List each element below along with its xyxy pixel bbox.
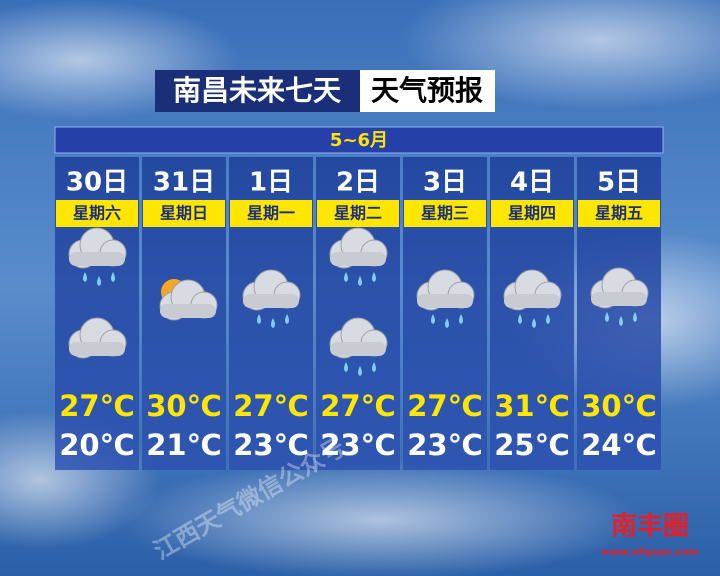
raindrop bbox=[619, 316, 623, 326]
raindrop bbox=[271, 318, 275, 328]
day-date: 3日 bbox=[423, 168, 467, 198]
weather-icon bbox=[416, 269, 475, 328]
month: 5~6月 bbox=[330, 130, 388, 151]
raindrop bbox=[431, 314, 435, 324]
weather-icon bbox=[329, 227, 388, 286]
weekday-bar bbox=[578, 200, 660, 227]
raindrop bbox=[633, 312, 637, 322]
title-right-box bbox=[360, 70, 495, 112]
weather-icon bbox=[68, 227, 127, 286]
weekday-bar bbox=[230, 200, 312, 227]
day-date: 2日 bbox=[336, 168, 380, 198]
logo: 南丰圈 bbox=[611, 512, 689, 542]
day-high: 27℃ bbox=[233, 389, 308, 423]
raindrop bbox=[358, 366, 362, 376]
raindrop bbox=[285, 314, 289, 324]
day-low: 20℃ bbox=[59, 428, 134, 462]
cloud-base bbox=[417, 294, 473, 308]
cloud-base bbox=[330, 342, 386, 356]
day-weekday: 星期五 bbox=[595, 204, 643, 223]
day-high: 31℃ bbox=[494, 389, 569, 423]
weather-icon bbox=[242, 269, 301, 328]
weather-icon bbox=[503, 269, 562, 328]
weather-icon bbox=[159, 279, 218, 321]
cloud-base bbox=[243, 294, 299, 308]
raindrop bbox=[257, 314, 261, 324]
day-weekday: 星期六 bbox=[73, 204, 121, 223]
day-date: 5日 bbox=[597, 168, 641, 198]
raindrop bbox=[518, 314, 522, 324]
raindrop bbox=[97, 276, 101, 286]
month-bar bbox=[54, 126, 664, 154]
cloud-base bbox=[69, 252, 125, 266]
day-high: 30℃ bbox=[581, 389, 656, 423]
cloud-base bbox=[591, 292, 647, 306]
day-low: 25℃ bbox=[494, 428, 569, 462]
raindrop bbox=[605, 312, 609, 322]
raindrop bbox=[111, 272, 115, 282]
weekday-bar bbox=[56, 200, 138, 227]
weather-icon bbox=[590, 267, 649, 326]
raindrop bbox=[445, 318, 449, 328]
day-high: 30℃ bbox=[146, 389, 221, 423]
day-weekday: 星期日 bbox=[160, 204, 208, 223]
day-high: 27℃ bbox=[407, 389, 482, 423]
day-weekday: 星期一 bbox=[247, 204, 295, 223]
weather-icon bbox=[329, 317, 388, 376]
raindrop bbox=[459, 314, 463, 324]
raindrop bbox=[358, 276, 362, 286]
day-low: 24℃ bbox=[581, 428, 656, 462]
raindrop bbox=[372, 362, 376, 372]
day-low: 23℃ bbox=[320, 428, 395, 462]
raindrop bbox=[344, 362, 348, 372]
title-left-box bbox=[155, 70, 360, 112]
day-low: 23℃ bbox=[233, 428, 308, 462]
raindrop bbox=[532, 318, 536, 328]
cloud-base bbox=[330, 252, 386, 266]
day-date: 4日 bbox=[510, 168, 554, 198]
day-low: 23℃ bbox=[407, 428, 482, 462]
day-low: 21℃ bbox=[146, 428, 221, 462]
weekday-bar bbox=[404, 200, 486, 227]
cloud-base bbox=[504, 294, 560, 308]
weekday-bar bbox=[317, 200, 399, 227]
raindrop bbox=[83, 272, 87, 282]
title-left: 南昌未来七天 bbox=[173, 74, 341, 107]
day-weekday: 星期二 bbox=[334, 204, 382, 223]
day-date: 1日 bbox=[249, 168, 293, 198]
logo-url: www.nfquan.com bbox=[601, 547, 699, 558]
day-weekday: 星期三 bbox=[421, 204, 469, 223]
day-date: 30日 bbox=[66, 168, 128, 198]
day-date: 31日 bbox=[153, 168, 215, 198]
raindrop bbox=[344, 272, 348, 282]
weekday-bar bbox=[491, 200, 573, 227]
title-right: 天气预报 bbox=[371, 74, 483, 107]
cloud-base bbox=[69, 342, 125, 356]
weather-icon bbox=[68, 317, 127, 359]
weekday-bar bbox=[143, 200, 225, 227]
raindrop bbox=[546, 314, 550, 324]
day-weekday: 星期四 bbox=[508, 204, 556, 223]
cloud-base bbox=[160, 304, 216, 318]
day-high: 27℃ bbox=[320, 389, 395, 423]
raindrop bbox=[372, 272, 376, 282]
day-high: 27℃ bbox=[59, 389, 134, 423]
